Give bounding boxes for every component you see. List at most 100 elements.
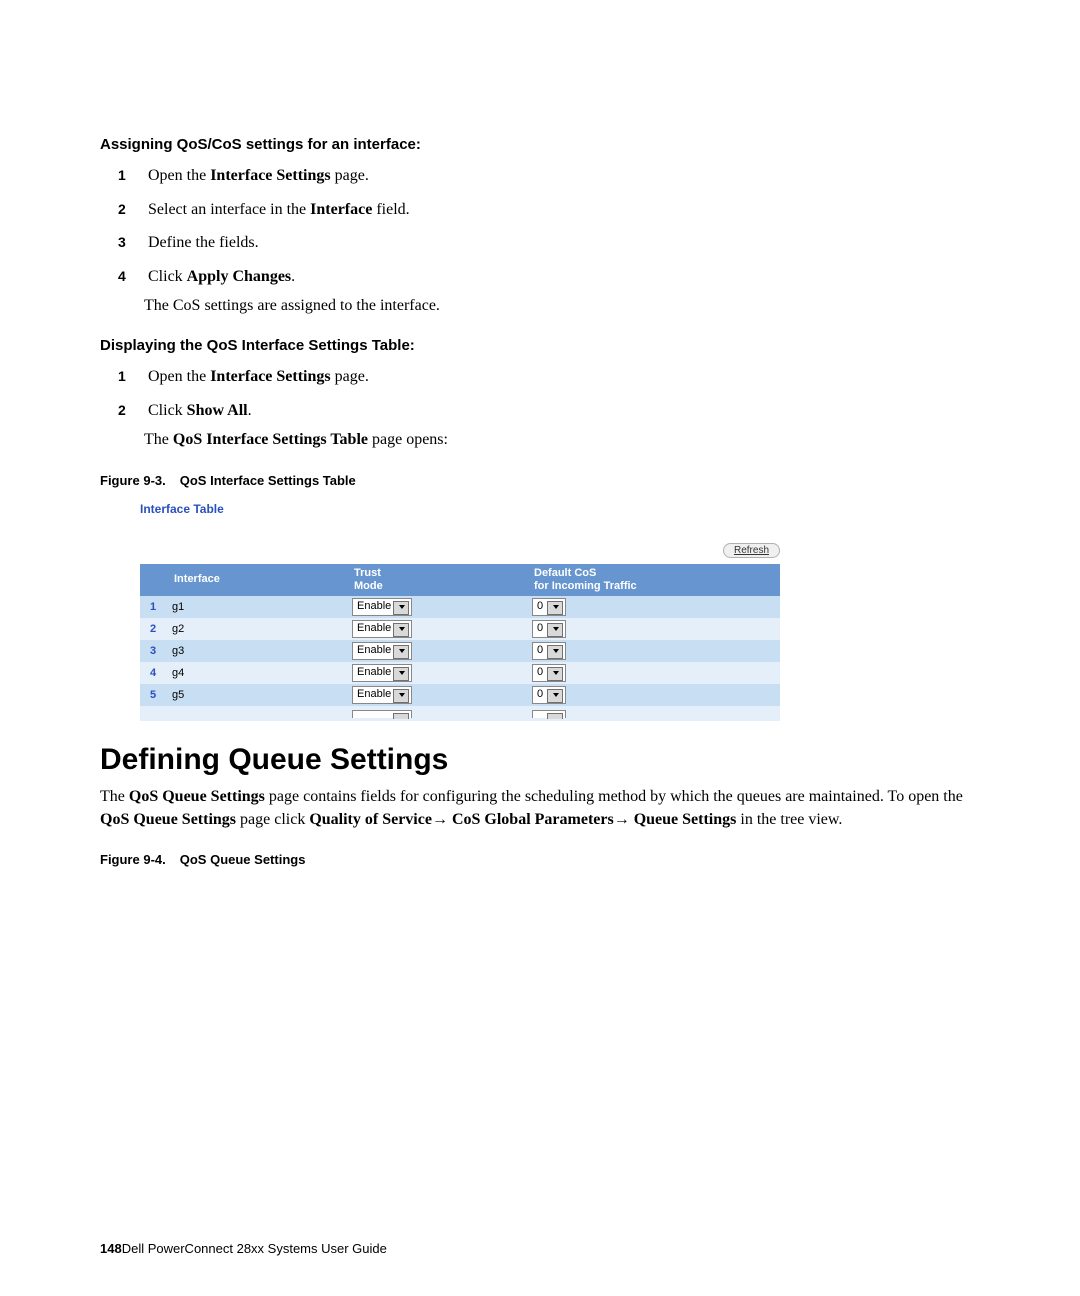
step-post: field. xyxy=(372,201,409,218)
table-row: 3g3 Enable 0 xyxy=(140,640,780,662)
default-cos-select[interactable]: 0 xyxy=(532,664,566,682)
footer-title: Dell PowerConnect 28xx Systems User Guid… xyxy=(122,1241,387,1256)
cell-default-cos xyxy=(526,706,780,721)
step-number: 4 xyxy=(118,265,144,287)
step-number: 2 xyxy=(118,399,144,421)
row-index: 4 xyxy=(140,662,166,684)
step-number: 2 xyxy=(118,198,144,220)
step-text: Open the Interface Settings page. xyxy=(148,368,369,385)
refresh-button[interactable]: Refresh xyxy=(723,543,780,558)
trust-mode-select[interactable]: Enable xyxy=(352,598,412,616)
text-run: page click xyxy=(236,811,309,828)
assigning-heading: Assigning QoS/CoS settings for an interf… xyxy=(100,136,980,153)
interface-table-title: Interface Table xyxy=(140,502,780,516)
displaying-steps: 1 Open the Interface Settings page. 2 Cl… xyxy=(100,364,980,453)
step-text: Select an interface in the Interface fie… xyxy=(148,201,410,218)
text-run: → xyxy=(614,811,634,828)
step-item: 4 Click Apply Changes. The CoS settings … xyxy=(118,264,980,319)
step-bold: Interface Settings xyxy=(210,368,330,385)
bold-term: Queue Settings xyxy=(634,811,737,828)
extra-post: page opens: xyxy=(368,431,448,448)
step-bold: Show All xyxy=(187,402,248,419)
step-extra: The QoS Interface Settings Table page op… xyxy=(118,427,980,453)
cell-trust-mode: Enable xyxy=(346,618,526,640)
default-cos-select[interactable]: 0 xyxy=(532,686,566,704)
step-pre: Select an interface in the xyxy=(148,201,310,218)
step-extra: The CoS settings are assigned to the int… xyxy=(118,293,980,319)
step-bold: Interface xyxy=(310,201,372,218)
fig-title: QoS Interface Settings Table xyxy=(180,473,356,488)
col-trust-mode: Trust Mode xyxy=(346,564,526,596)
table-row: 4g4 Enable 0 xyxy=(140,662,780,684)
cell-trust-mode: Enable xyxy=(346,662,526,684)
page-footer: 148Dell PowerConnect 28xx Systems User G… xyxy=(100,1241,387,1256)
text-run: page contains fields for configuring the… xyxy=(265,788,963,805)
col-index xyxy=(140,564,166,596)
row-index: 2 xyxy=(140,618,166,640)
figure-9-4-caption: Figure 9-4.QoS Queue Settings xyxy=(100,852,980,867)
default-cos-select[interactable]: 0 xyxy=(532,598,566,616)
extra-pre: The xyxy=(144,431,173,448)
row-index: 1 xyxy=(140,596,166,618)
col-interface: Interface xyxy=(166,564,346,596)
text-run: The xyxy=(100,788,129,805)
step-item: 1 Open the Interface Settings page. xyxy=(118,364,980,390)
page-number: 148 xyxy=(100,1241,122,1256)
table-row-partial xyxy=(140,706,780,721)
trust-mode-select[interactable]: Enable xyxy=(352,686,412,704)
trust-mode-select[interactable]: Enable xyxy=(352,620,412,638)
step-number: 1 xyxy=(118,365,144,387)
cell-default-cos: 0 xyxy=(526,640,780,662)
step-pre: Click xyxy=(148,268,187,285)
default-cos-select[interactable] xyxy=(532,710,566,718)
assigning-steps: 1 Open the Interface Settings page. 2 Se… xyxy=(100,163,980,319)
cell-interface xyxy=(166,706,346,721)
row-index: 3 xyxy=(140,640,166,662)
fig-label: Figure 9-3. xyxy=(100,473,166,488)
defining-queue-settings-heading: Defining Queue Settings xyxy=(100,743,980,777)
trust-mode-select[interactable]: Enable xyxy=(352,642,412,660)
displaying-heading: Displaying the QoS Interface Settings Ta… xyxy=(100,337,980,354)
step-bold: Apply Changes xyxy=(187,268,291,285)
cell-interface: g5 xyxy=(166,684,346,706)
step-item: 1 Open the Interface Settings page. xyxy=(118,163,980,189)
row-index xyxy=(140,706,166,721)
table-row: 2g2 Enable 0 xyxy=(140,618,780,640)
cell-trust-mode: Enable xyxy=(346,640,526,662)
cell-default-cos: 0 xyxy=(526,684,780,706)
cell-interface: g4 xyxy=(166,662,346,684)
trust-mode-select[interactable] xyxy=(352,710,412,718)
bold-term: QoS Queue Settings xyxy=(129,788,265,805)
cell-trust-mode: Enable xyxy=(346,684,526,706)
table-row: 1g1 Enable 0 xyxy=(140,596,780,618)
interface-table-figure: Interface Table Refresh Interface Trust … xyxy=(140,502,780,721)
cell-interface: g2 xyxy=(166,618,346,640)
step-post: page. xyxy=(331,368,369,385)
step-post: . xyxy=(248,402,252,419)
cell-default-cos: 0 xyxy=(526,618,780,640)
step-text: Click Show All. xyxy=(148,402,252,419)
step-pre: Open the xyxy=(148,368,210,385)
step-post: . xyxy=(291,268,295,285)
step-pre: Click xyxy=(148,402,187,419)
cell-default-cos: 0 xyxy=(526,662,780,684)
step-post: page. xyxy=(331,167,369,184)
default-cos-select[interactable]: 0 xyxy=(532,642,566,660)
cell-trust-mode xyxy=(346,706,526,721)
step-text: Open the Interface Settings page. xyxy=(148,167,369,184)
interface-settings-table: Interface Trust Mode Default CoS for Inc… xyxy=(140,564,780,721)
bold-term: CoS Global Parameters xyxy=(452,811,614,828)
default-cos-select[interactable]: 0 xyxy=(532,620,566,638)
step-number: 3 xyxy=(118,231,144,253)
step-pre: Open the xyxy=(148,167,210,184)
text-run: → xyxy=(432,811,452,828)
cell-interface: g3 xyxy=(166,640,346,662)
step-text: Click Apply Changes. xyxy=(148,268,295,285)
cell-trust-mode: Enable xyxy=(346,596,526,618)
figure-9-3-caption: Figure 9-3. QoS Interface Settings Table xyxy=(100,473,980,488)
table-row: 5g5 Enable 0 xyxy=(140,684,780,706)
trust-mode-select[interactable]: Enable xyxy=(352,664,412,682)
cell-interface: g1 xyxy=(166,596,346,618)
row-index: 5 xyxy=(140,684,166,706)
cell-default-cos: 0 xyxy=(526,596,780,618)
